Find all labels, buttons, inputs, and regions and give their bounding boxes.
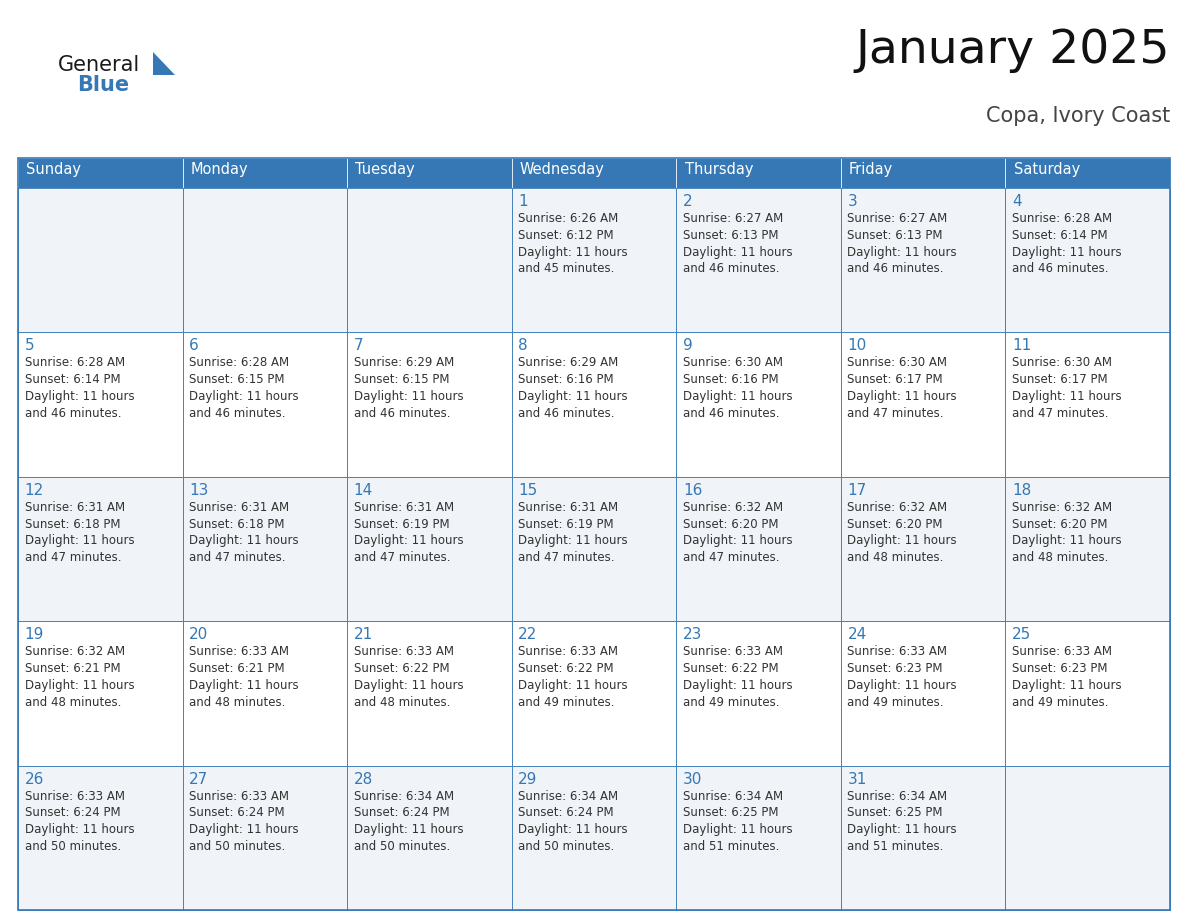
Polygon shape (153, 52, 175, 75)
Text: Monday: Monday (191, 162, 248, 177)
Text: Saturday: Saturday (1013, 162, 1080, 177)
Text: Sunrise: 6:34 AM
Sunset: 6:24 PM
Daylight: 11 hours
and 50 minutes.: Sunrise: 6:34 AM Sunset: 6:24 PM Dayligh… (354, 789, 463, 853)
Text: Sunrise: 6:33 AM
Sunset: 6:24 PM
Daylight: 11 hours
and 50 minutes.: Sunrise: 6:33 AM Sunset: 6:24 PM Dayligh… (189, 789, 298, 853)
Text: Sunrise: 6:30 AM
Sunset: 6:17 PM
Daylight: 11 hours
and 47 minutes.: Sunrise: 6:30 AM Sunset: 6:17 PM Dayligh… (1012, 356, 1121, 420)
Text: 8: 8 (518, 339, 527, 353)
Text: 5: 5 (25, 339, 34, 353)
Text: General: General (58, 55, 140, 75)
Text: Sunrise: 6:27 AM
Sunset: 6:13 PM
Daylight: 11 hours
and 46 minutes.: Sunrise: 6:27 AM Sunset: 6:13 PM Dayligh… (683, 212, 792, 275)
Text: 20: 20 (189, 627, 208, 643)
Text: Blue: Blue (77, 75, 129, 95)
Text: 23: 23 (683, 627, 702, 643)
Text: 13: 13 (189, 483, 209, 498)
Text: Sunrise: 6:34 AM
Sunset: 6:25 PM
Daylight: 11 hours
and 51 minutes.: Sunrise: 6:34 AM Sunset: 6:25 PM Dayligh… (683, 789, 792, 853)
Text: 29: 29 (518, 772, 538, 787)
Text: Sunrise: 6:32 AM
Sunset: 6:20 PM
Daylight: 11 hours
and 48 minutes.: Sunrise: 6:32 AM Sunset: 6:20 PM Dayligh… (1012, 501, 1121, 565)
Text: January 2025: January 2025 (855, 28, 1170, 73)
Text: Sunrise: 6:28 AM
Sunset: 6:14 PM
Daylight: 11 hours
and 46 minutes.: Sunrise: 6:28 AM Sunset: 6:14 PM Dayligh… (25, 356, 134, 420)
Text: Sunrise: 6:33 AM
Sunset: 6:24 PM
Daylight: 11 hours
and 50 minutes.: Sunrise: 6:33 AM Sunset: 6:24 PM Dayligh… (25, 789, 134, 853)
Text: Sunrise: 6:33 AM
Sunset: 6:22 PM
Daylight: 11 hours
and 48 minutes.: Sunrise: 6:33 AM Sunset: 6:22 PM Dayligh… (354, 645, 463, 709)
Text: Tuesday: Tuesday (355, 162, 415, 177)
Text: Wednesday: Wednesday (520, 162, 605, 177)
Text: Sunrise: 6:33 AM
Sunset: 6:22 PM
Daylight: 11 hours
and 49 minutes.: Sunrise: 6:33 AM Sunset: 6:22 PM Dayligh… (518, 645, 628, 709)
Text: Sunrise: 6:31 AM
Sunset: 6:19 PM
Daylight: 11 hours
and 47 minutes.: Sunrise: 6:31 AM Sunset: 6:19 PM Dayligh… (354, 501, 463, 565)
Text: Sunrise: 6:33 AM
Sunset: 6:23 PM
Daylight: 11 hours
and 49 minutes.: Sunrise: 6:33 AM Sunset: 6:23 PM Dayligh… (847, 645, 958, 709)
Text: Sunrise: 6:26 AM
Sunset: 6:12 PM
Daylight: 11 hours
and 45 minutes.: Sunrise: 6:26 AM Sunset: 6:12 PM Dayligh… (518, 212, 628, 275)
Text: 7: 7 (354, 339, 364, 353)
Text: Sunrise: 6:27 AM
Sunset: 6:13 PM
Daylight: 11 hours
and 46 minutes.: Sunrise: 6:27 AM Sunset: 6:13 PM Dayligh… (847, 212, 958, 275)
Text: Sunrise: 6:31 AM
Sunset: 6:19 PM
Daylight: 11 hours
and 47 minutes.: Sunrise: 6:31 AM Sunset: 6:19 PM Dayligh… (518, 501, 628, 565)
Text: 4: 4 (1012, 194, 1022, 209)
Text: 28: 28 (354, 772, 373, 787)
Text: 2: 2 (683, 194, 693, 209)
Text: 11: 11 (1012, 339, 1031, 353)
Text: Sunrise: 6:28 AM
Sunset: 6:15 PM
Daylight: 11 hours
and 46 minutes.: Sunrise: 6:28 AM Sunset: 6:15 PM Dayligh… (189, 356, 298, 420)
Text: Sunrise: 6:33 AM
Sunset: 6:23 PM
Daylight: 11 hours
and 49 minutes.: Sunrise: 6:33 AM Sunset: 6:23 PM Dayligh… (1012, 645, 1121, 709)
Text: 12: 12 (25, 483, 44, 498)
Text: Friday: Friday (849, 162, 893, 177)
Text: Thursday: Thursday (684, 162, 753, 177)
Text: Sunrise: 6:30 AM
Sunset: 6:16 PM
Daylight: 11 hours
and 46 minutes.: Sunrise: 6:30 AM Sunset: 6:16 PM Dayligh… (683, 356, 792, 420)
Text: Sunrise: 6:33 AM
Sunset: 6:22 PM
Daylight: 11 hours
and 49 minutes.: Sunrise: 6:33 AM Sunset: 6:22 PM Dayligh… (683, 645, 792, 709)
Text: Sunrise: 6:32 AM
Sunset: 6:20 PM
Daylight: 11 hours
and 47 minutes.: Sunrise: 6:32 AM Sunset: 6:20 PM Dayligh… (683, 501, 792, 565)
Text: 24: 24 (847, 627, 867, 643)
Text: Sunrise: 6:31 AM
Sunset: 6:18 PM
Daylight: 11 hours
and 47 minutes.: Sunrise: 6:31 AM Sunset: 6:18 PM Dayligh… (189, 501, 298, 565)
Text: Sunrise: 6:29 AM
Sunset: 6:16 PM
Daylight: 11 hours
and 46 minutes.: Sunrise: 6:29 AM Sunset: 6:16 PM Dayligh… (518, 356, 628, 420)
Text: Sunrise: 6:32 AM
Sunset: 6:21 PM
Daylight: 11 hours
and 48 minutes.: Sunrise: 6:32 AM Sunset: 6:21 PM Dayligh… (25, 645, 134, 709)
Text: 14: 14 (354, 483, 373, 498)
Text: Sunrise: 6:34 AM
Sunset: 6:25 PM
Daylight: 11 hours
and 51 minutes.: Sunrise: 6:34 AM Sunset: 6:25 PM Dayligh… (847, 789, 958, 853)
Text: 30: 30 (683, 772, 702, 787)
Text: 9: 9 (683, 339, 693, 353)
Text: Sunrise: 6:29 AM
Sunset: 6:15 PM
Daylight: 11 hours
and 46 minutes.: Sunrise: 6:29 AM Sunset: 6:15 PM Dayligh… (354, 356, 463, 420)
Text: 18: 18 (1012, 483, 1031, 498)
Text: Sunday: Sunday (26, 162, 81, 177)
Text: 26: 26 (25, 772, 44, 787)
Text: 15: 15 (518, 483, 537, 498)
Text: 19: 19 (25, 627, 44, 643)
Text: 16: 16 (683, 483, 702, 498)
Text: 10: 10 (847, 339, 867, 353)
Text: 22: 22 (518, 627, 537, 643)
Text: 1: 1 (518, 194, 527, 209)
Text: 21: 21 (354, 627, 373, 643)
Text: 31: 31 (847, 772, 867, 787)
Text: 17: 17 (847, 483, 867, 498)
Text: 6: 6 (189, 339, 198, 353)
Text: Sunrise: 6:31 AM
Sunset: 6:18 PM
Daylight: 11 hours
and 47 minutes.: Sunrise: 6:31 AM Sunset: 6:18 PM Dayligh… (25, 501, 134, 565)
Text: Sunrise: 6:30 AM
Sunset: 6:17 PM
Daylight: 11 hours
and 47 minutes.: Sunrise: 6:30 AM Sunset: 6:17 PM Dayligh… (847, 356, 958, 420)
Text: 3: 3 (847, 194, 858, 209)
Text: Sunrise: 6:28 AM
Sunset: 6:14 PM
Daylight: 11 hours
and 46 minutes.: Sunrise: 6:28 AM Sunset: 6:14 PM Dayligh… (1012, 212, 1121, 275)
Text: 27: 27 (189, 772, 208, 787)
Text: Sunrise: 6:33 AM
Sunset: 6:21 PM
Daylight: 11 hours
and 48 minutes.: Sunrise: 6:33 AM Sunset: 6:21 PM Dayligh… (189, 645, 298, 709)
Text: Sunrise: 6:34 AM
Sunset: 6:24 PM
Daylight: 11 hours
and 50 minutes.: Sunrise: 6:34 AM Sunset: 6:24 PM Dayligh… (518, 789, 628, 853)
Text: 25: 25 (1012, 627, 1031, 643)
Text: Sunrise: 6:32 AM
Sunset: 6:20 PM
Daylight: 11 hours
and 48 minutes.: Sunrise: 6:32 AM Sunset: 6:20 PM Dayligh… (847, 501, 958, 565)
Text: Copa, Ivory Coast: Copa, Ivory Coast (986, 106, 1170, 126)
